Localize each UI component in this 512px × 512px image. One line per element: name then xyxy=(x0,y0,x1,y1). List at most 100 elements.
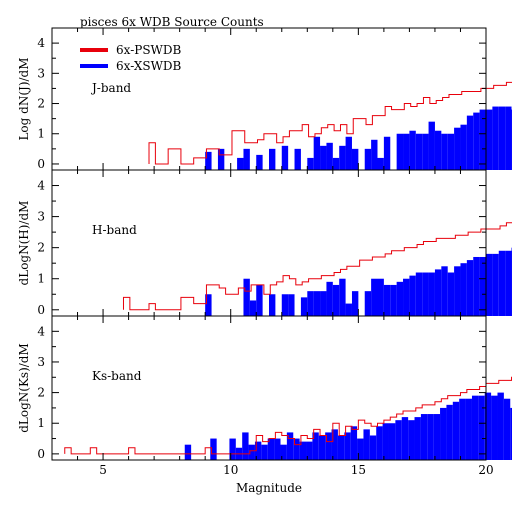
y-tick-label: 2 xyxy=(37,386,45,400)
xswdb-bar xyxy=(434,269,442,316)
xswdb-bar xyxy=(280,444,287,460)
xswdb-bar xyxy=(465,398,472,460)
xswdb-bar xyxy=(313,291,321,316)
xswdb-bar xyxy=(479,109,486,170)
xswdb-bar xyxy=(473,256,480,316)
xswdb-bar xyxy=(229,438,236,460)
xswdb-bar xyxy=(351,148,359,170)
xswdb-bar xyxy=(254,441,262,460)
xswdb-bar xyxy=(396,281,404,316)
xswdb-bar xyxy=(433,414,441,460)
xswdb-bar xyxy=(243,148,250,170)
xswdb-bar xyxy=(357,438,364,460)
xswdb-bar xyxy=(484,392,492,460)
x-tick-label: 10 xyxy=(223,463,238,477)
xswdb-bar xyxy=(269,148,276,170)
xswdb-bar xyxy=(249,300,257,316)
xswdb-bar xyxy=(274,438,281,460)
xswdb-bar xyxy=(479,256,486,316)
xswdb-bar xyxy=(326,281,333,316)
xswdb-bar xyxy=(447,272,455,316)
xswdb-bar xyxy=(466,115,474,170)
xswdb-bar xyxy=(376,426,383,460)
pswdb-step-line xyxy=(64,376,512,455)
xswdb-bar xyxy=(409,275,416,316)
xswdb-bar xyxy=(237,157,244,170)
xswdb-bar xyxy=(205,151,212,170)
xswdb-bar xyxy=(217,148,225,170)
legend-label: 6x-XSWDB xyxy=(116,59,182,73)
xswdb-bar xyxy=(478,395,485,460)
xswdb-bar xyxy=(492,253,499,316)
xswdb-bar xyxy=(395,420,402,460)
xswdb-bar xyxy=(510,407,512,460)
xswdb-bar xyxy=(306,441,313,460)
xswdb-bar xyxy=(486,109,493,170)
xswdb-bar xyxy=(452,401,460,460)
y-tick-label: 3 xyxy=(37,210,45,224)
xswdb-bar xyxy=(256,284,263,316)
xswdb-bar xyxy=(422,272,429,316)
x-tick-label: 5 xyxy=(99,463,107,477)
xswdb-bar xyxy=(371,139,378,170)
xswdb-bar xyxy=(318,435,326,460)
panel-2: 0 1 2 3 4 dLogN(H)/dM H-band xyxy=(17,169,512,317)
xswdb-bar xyxy=(441,133,448,170)
xswdb-bar xyxy=(320,291,327,316)
xswdb-bar xyxy=(427,414,434,460)
xswdb-bar xyxy=(339,278,346,316)
xswdb-bar xyxy=(383,284,391,316)
xswdb-bar xyxy=(434,130,442,170)
xswdb-bar xyxy=(261,444,268,460)
xswdb-bar xyxy=(403,278,410,316)
y-axis-label: dLogN(Ks)/dM xyxy=(17,343,31,433)
xswdb-bar xyxy=(408,420,415,460)
xswdb-bar xyxy=(447,133,455,170)
xswdb-bar xyxy=(351,291,359,316)
xswdb-bar xyxy=(471,395,479,460)
xswdb-bar xyxy=(325,432,332,460)
xswdb-bar xyxy=(415,133,423,170)
xswdb-bar xyxy=(184,444,192,460)
x-tick-label: 15 xyxy=(351,463,366,477)
xswdb-bar xyxy=(332,284,340,316)
xswdb-bar xyxy=(205,294,212,316)
panel-frame xyxy=(51,315,487,461)
x-tick-label: 20 xyxy=(478,463,493,477)
xswdb-bar xyxy=(382,423,389,460)
xswdb-bar xyxy=(420,414,428,460)
chart-legend: 6x-PSWDB 6x-XSWDB xyxy=(80,43,182,73)
band-label: H-band xyxy=(92,223,137,237)
xswdb-bar xyxy=(415,272,423,316)
y-tick-label: 1 xyxy=(37,272,45,286)
pswdb-step-line xyxy=(148,81,512,165)
xswdb-bar xyxy=(210,438,217,460)
xswdb-bar xyxy=(344,432,351,460)
y-tick-label: 3 xyxy=(37,66,45,80)
y-tick-label: 4 xyxy=(37,36,45,50)
xswdb-bar xyxy=(300,297,308,316)
x-axis-label: Magnitude xyxy=(236,481,302,495)
xswdb-bar xyxy=(377,157,384,170)
xswdb-bar xyxy=(293,438,300,460)
xswdb-bar xyxy=(364,291,372,316)
xswdb-bar xyxy=(446,404,453,460)
xswdb-bar xyxy=(498,106,506,170)
xswdb-bar xyxy=(369,435,377,460)
xswdb-bar xyxy=(331,429,338,460)
xswdb-bar xyxy=(248,444,255,460)
xswdb-bar xyxy=(497,392,504,460)
xswdb-bar xyxy=(337,435,345,460)
xswdb-bar xyxy=(388,423,396,460)
y-tick-label: 0 xyxy=(37,447,45,461)
xswdb-bar xyxy=(459,398,466,460)
xswdb-bar xyxy=(243,278,250,316)
y-tick-label: 4 xyxy=(37,179,45,193)
xswdb-bar xyxy=(313,136,321,170)
xswdb-bar xyxy=(409,130,416,170)
xswdb-bar xyxy=(503,398,511,460)
xswdb-bar xyxy=(428,121,435,170)
panel-3: 0 1 2 3 4 dLogN(Ks)/dM Ks-band xyxy=(17,315,512,461)
y-tick-label: 0 xyxy=(37,157,45,171)
